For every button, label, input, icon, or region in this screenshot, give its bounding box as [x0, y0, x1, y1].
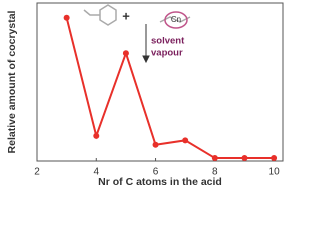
data-line	[65, 17, 275, 160]
plus-sign: +	[122, 8, 130, 23]
annotation: vapour	[151, 48, 183, 59]
x-tick-label: 6	[153, 167, 159, 178]
data-point	[122, 50, 129, 57]
data-point	[211, 155, 218, 162]
x-tick-label: 8	[212, 167, 218, 178]
x-tick-label: 2	[34, 167, 40, 178]
data-point	[152, 141, 159, 148]
page: + Cn 2 4 6 8 10 Nr of C atoms in the acid Rela…	[5, 2, 284, 188]
annotation: solvent	[151, 36, 185, 47]
x-tick-label: 10	[269, 167, 281, 178]
chart: + Cn 2 4 6 8 10 Nr of C atoms in the acid Rela…	[6, 2, 284, 188]
data-point	[63, 14, 70, 21]
x-tick-label: 4	[93, 167, 99, 178]
y-axis-label: Relative amount of cocrystal	[6, 10, 18, 153]
data-point	[271, 155, 278, 162]
data-point	[182, 137, 189, 144]
molecule-decoration	[83, 4, 191, 64]
plot-frame	[36, 2, 284, 162]
molecule-label: Cn	[171, 15, 181, 24]
data-point	[93, 132, 100, 139]
data-point	[241, 155, 248, 162]
x-axis-label: Nr of C atoms in the acid	[98, 176, 222, 188]
